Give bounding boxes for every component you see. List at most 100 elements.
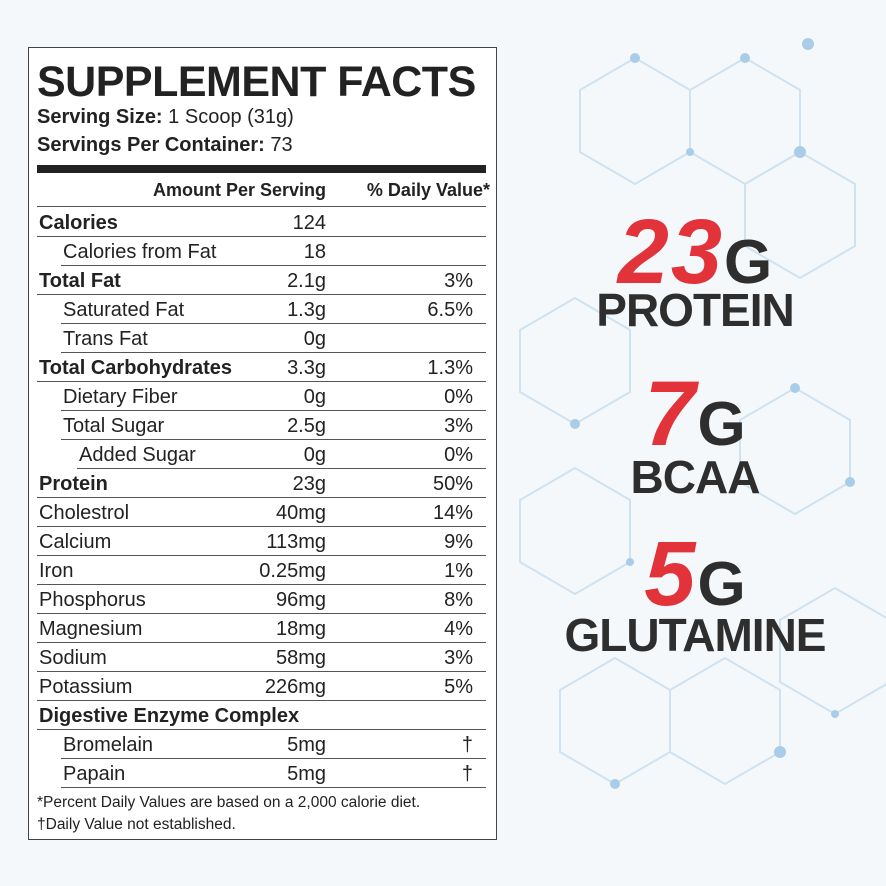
highlight-number: 7 xyxy=(644,363,698,465)
fact-row: Saturated Fat 1.3g 6.5% xyxy=(37,295,486,324)
fact-row: Papain 5mg † xyxy=(37,759,486,788)
amount: 2.5g xyxy=(287,415,326,437)
daily-value-header: % Daily Value* xyxy=(366,180,490,200)
amount: 40mg xyxy=(275,502,326,524)
amount: 58mg xyxy=(275,647,326,669)
daily-value: 8% xyxy=(444,589,473,611)
amount: 0.25mg xyxy=(259,560,326,582)
highlight-figure: 5G xyxy=(540,522,850,627)
nutrient-name: Calories from Fat xyxy=(63,241,217,263)
fact-row: Magnesium 18mg 4% xyxy=(37,614,486,643)
nutrient-name: Trans Fat xyxy=(63,328,148,350)
thick-divider xyxy=(37,165,486,173)
daily-value: 14% xyxy=(432,502,473,524)
serving-size: Serving Size: 1 Scoop (31g) xyxy=(37,106,294,129)
fact-rows: Calories 124 Calories from Fat 18 Total Fa… xyxy=(37,208,486,788)
fact-row: Phosphorus 96mg 8% xyxy=(37,585,486,614)
fact-row: Calcium 113mg 9% xyxy=(37,527,486,556)
amount: 113mg xyxy=(266,531,326,553)
amount: 0g xyxy=(303,444,326,466)
fact-row: Total Fat 2.1g 3% xyxy=(37,266,486,295)
daily-value: 50% xyxy=(432,473,473,495)
daily-value: 3% xyxy=(444,415,473,437)
highlight-number: 23 xyxy=(617,201,725,303)
daily-value: 3% xyxy=(444,270,473,292)
highlight-figure: 23G xyxy=(540,200,850,305)
fact-row: Potassium 226mg 5% xyxy=(37,672,486,701)
footnote: †Daily Value not established. xyxy=(37,816,236,833)
daily-value: † xyxy=(461,734,473,756)
fact-row: Calories 124 xyxy=(37,208,486,237)
nutrient-name: Total Sugar xyxy=(63,415,165,437)
nutrient-name: Papain xyxy=(63,763,126,785)
fact-row: Sodium 58mg 3% xyxy=(37,643,486,672)
fact-row: Added Sugar 0g 0% xyxy=(37,440,486,469)
servings-per-container: Servings Per Container: 73 xyxy=(37,134,293,157)
amount: 18 xyxy=(303,241,326,263)
daily-value: 9% xyxy=(444,531,473,553)
fact-row: Bromelain 5mg † xyxy=(37,730,486,759)
highlight-unit: G xyxy=(697,550,746,619)
daily-value: 4% xyxy=(444,618,473,640)
highlight-label: PROTEIN xyxy=(596,284,794,336)
daily-value: 6.5% xyxy=(427,299,473,321)
highlight-label: BCAA xyxy=(630,451,761,503)
fact-row: Trans Fat 0g xyxy=(37,324,486,353)
fact-row: Total Carbohydrates 3.3g 1.3% xyxy=(37,353,486,382)
serving-size-label: Serving Size: xyxy=(37,106,163,128)
nutrient-name: Iron xyxy=(39,560,74,582)
amount: 18mg xyxy=(275,618,326,640)
column-header: Amount Per Serving % Daily Value* xyxy=(37,176,490,207)
daily-value: 1% xyxy=(444,560,473,582)
fact-row: Digestive Enzyme Complex xyxy=(37,701,486,730)
amount: 124 xyxy=(292,212,326,234)
daily-value: 3% xyxy=(444,647,473,669)
amount-header: Amount Per Serving xyxy=(152,180,326,200)
amount: 3.3g xyxy=(287,357,326,379)
amount: 0g xyxy=(303,328,326,350)
nutrient-name: Sodium xyxy=(39,647,107,669)
daily-value: † xyxy=(461,763,473,785)
amount: 23g xyxy=(292,473,326,495)
highlight-unit: G xyxy=(724,228,773,297)
facts-title: SUPPLEMENT FACTS xyxy=(37,58,476,106)
nutrient-name: Digestive Enzyme Complex xyxy=(39,705,300,727)
fact-row: Protein 23g 50% xyxy=(37,469,486,498)
fact-row: Total Sugar 2.5g 3% xyxy=(37,411,486,440)
amount: 226mg xyxy=(264,676,326,698)
nutrient-name: Protein xyxy=(39,473,108,495)
fact-row: Dietary Fiber 0g 0% xyxy=(37,382,486,411)
nutrient-name: Saturated Fat xyxy=(63,299,185,321)
fact-row: Iron 0.25mg 1% xyxy=(37,556,486,585)
footnote: *Percent Daily Values are based on a 2,0… xyxy=(37,794,421,811)
nutrient-name: Phosphorus xyxy=(39,589,146,611)
highlight-number: 5 xyxy=(644,523,698,625)
fact-row: Cholestrol 40mg 14% xyxy=(37,498,486,527)
amount: 0g xyxy=(303,386,326,408)
nutrient-name: Added Sugar xyxy=(79,444,196,466)
highlight-unit: G xyxy=(697,390,746,459)
nutrient-name: Total Fat xyxy=(39,270,121,292)
amount: 1.3g xyxy=(287,299,326,321)
nutrient-name: Calories xyxy=(39,212,118,234)
amount: 2.1g xyxy=(287,270,326,292)
nutrient-name: Dietary Fiber xyxy=(63,386,178,408)
servings-value: 73 xyxy=(270,134,293,156)
fact-row: Calories from Fat 18 xyxy=(37,237,486,266)
nutrient-name: Calcium xyxy=(39,531,112,553)
servings-label: Servings Per Container: xyxy=(37,134,265,156)
nutrient-name: Potassium xyxy=(39,676,133,698)
amount: 5mg xyxy=(287,763,326,785)
highlight-figure: 7G xyxy=(540,362,850,467)
highlight-label: GLUTAMINE xyxy=(564,609,826,661)
nutrient-name: Magnesium xyxy=(39,618,143,640)
nutrient-name: Cholestrol xyxy=(39,502,130,524)
daily-value: 1.3% xyxy=(427,357,473,379)
daily-value: 0% xyxy=(444,386,473,408)
amount: 96mg xyxy=(275,589,326,611)
daily-value: 0% xyxy=(444,444,473,466)
amount: 5mg xyxy=(287,734,326,756)
nutrient-name: Total Carbohydrates xyxy=(39,357,232,379)
